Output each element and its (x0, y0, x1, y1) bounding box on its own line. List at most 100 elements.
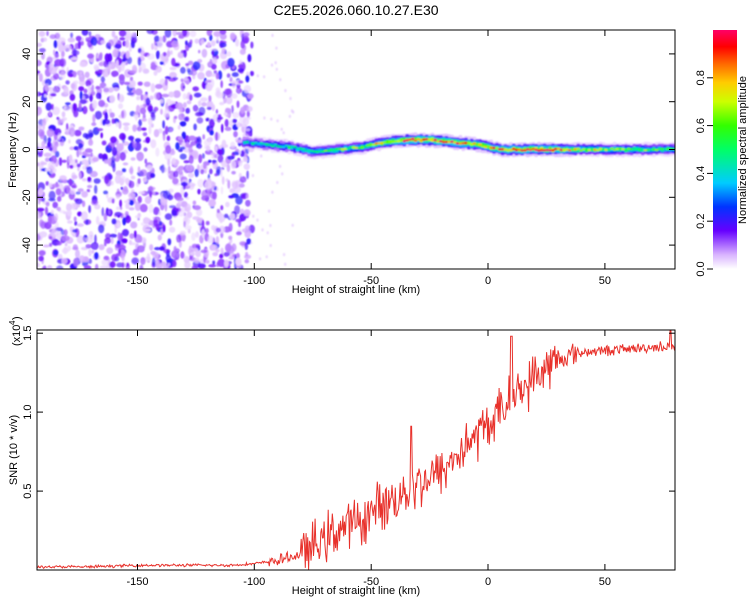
noise-speck (194, 111, 203, 117)
noise-speck (129, 167, 134, 174)
noise-speck (154, 35, 160, 43)
noise-speck (128, 199, 134, 206)
noise-speck (67, 37, 76, 43)
noise-speck (50, 209, 54, 215)
noise-speck (53, 40, 58, 49)
noise-speck (165, 265, 169, 269)
noise-speck (224, 119, 229, 128)
noise-speck (57, 206, 61, 212)
noise-speck (95, 85, 101, 90)
ridge-cell (646, 148, 651, 152)
noise-speck (114, 243, 121, 249)
ridge-cell (399, 139, 404, 142)
noise-speck (147, 117, 153, 126)
colorbar-ticks: 0.0 0.2 0.4 0.6 0.8 (695, 70, 713, 277)
noise-speck (41, 51, 45, 60)
noise-speck (271, 33, 274, 38)
noise-speck (225, 96, 233, 105)
noise-speck (198, 49, 201, 54)
ridge-cell (514, 148, 519, 152)
noise-speck (60, 118, 65, 123)
noise-speck (148, 203, 154, 214)
ridge-cell (360, 146, 365, 149)
noise-speck (75, 159, 78, 164)
ridge-cell (596, 149, 600, 152)
noise-speck (48, 190, 56, 201)
noise-speck (76, 163, 81, 168)
noise-speck (183, 102, 187, 108)
noise-speck (134, 138, 142, 143)
snr-x-label: Height of straight line (km) (292, 585, 420, 597)
noise-speck (148, 125, 152, 135)
noise-speck (41, 140, 46, 149)
ridge-cell (553, 147, 558, 151)
ridge-cell (621, 148, 625, 151)
noise-speck (225, 88, 233, 98)
ridge-cell (461, 142, 466, 145)
ridge-cell (509, 148, 513, 152)
noise-speck (87, 176, 92, 183)
noise-speck (220, 205, 224, 211)
noise-speck (193, 92, 202, 98)
noise-speck (282, 253, 286, 257)
noise-speck (74, 129, 82, 137)
colorbar-bar (713, 30, 737, 269)
spectrogram-y-ticks: -40 -20 0 20 40 (21, 48, 675, 253)
noise-speck (226, 51, 232, 57)
noise-speck (183, 220, 186, 228)
noise-speck (217, 114, 222, 118)
ridge-cell (374, 142, 379, 145)
noise-speck (76, 149, 80, 158)
noise-speck (112, 49, 118, 58)
noise-speck (179, 146, 186, 150)
noise-speck (83, 88, 88, 94)
ridge-cell (472, 142, 477, 145)
noise-speck (61, 159, 67, 163)
ridge-cell (335, 147, 339, 151)
noise-speck (228, 195, 235, 199)
noise-speck (213, 70, 218, 75)
noise-speck (90, 90, 96, 96)
noise-speck (99, 265, 108, 269)
noise-speck (194, 168, 199, 178)
noise-speck (137, 81, 143, 86)
noise-speck (220, 247, 224, 253)
noise-speck (64, 44, 72, 52)
noise-speck (195, 250, 201, 258)
noise-speck (58, 43, 64, 53)
noise-speck (262, 75, 266, 79)
noise-speck (266, 231, 269, 235)
noise-speck (104, 241, 107, 247)
noise-speck (92, 100, 98, 109)
noise-speck (139, 203, 148, 213)
noise-speck (89, 170, 98, 178)
noise-speck (94, 203, 101, 210)
ridge-cell (604, 148, 609, 152)
colorbar-tick-label: 0.6 (695, 118, 707, 133)
noise-speck (73, 109, 79, 118)
noise-speck (143, 217, 150, 225)
ridge-cell (298, 147, 303, 150)
noise-speck (198, 154, 203, 164)
noise-speck (63, 104, 67, 110)
noise-speck (91, 249, 95, 254)
noise-speck (134, 215, 141, 219)
ridge-cell (492, 146, 496, 150)
noise-speck (179, 121, 187, 127)
ridge-cell (242, 141, 247, 144)
noise-speck (120, 62, 125, 72)
noise-speck (45, 157, 50, 162)
noise-speck (240, 40, 245, 49)
noise-speck (100, 76, 105, 83)
noise-speck (282, 131, 285, 135)
noise-speck (138, 191, 145, 195)
noise-speck (209, 73, 218, 77)
noise-speck (215, 87, 221, 94)
noise-speck (239, 176, 247, 183)
ridge-cell (396, 140, 401, 143)
noise-speck (111, 146, 118, 157)
noise-speck (72, 244, 78, 250)
noise-speck (219, 101, 225, 106)
noise-speck (200, 97, 208, 102)
